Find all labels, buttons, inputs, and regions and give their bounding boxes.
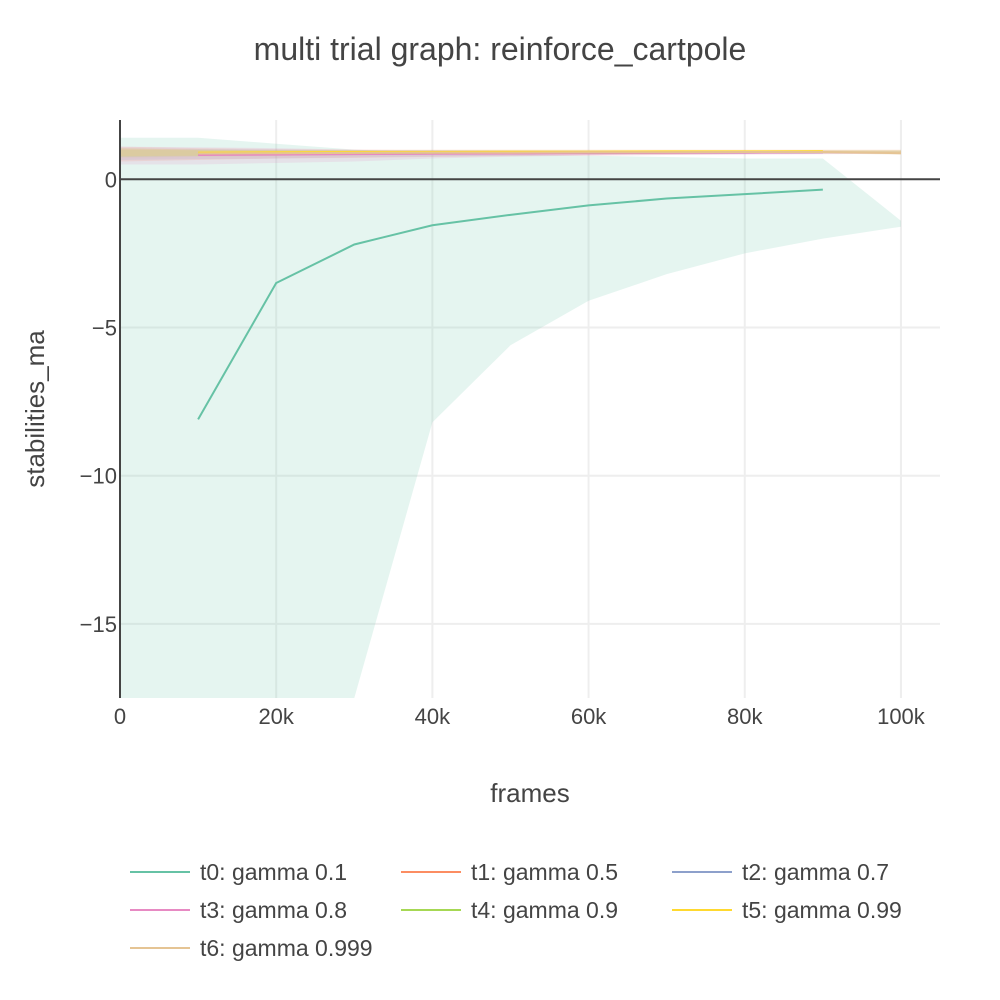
legend-item[interactable]: t1: gamma 0.5 (401, 859, 618, 885)
series-line (197, 188, 823, 420)
legend-label: t5: gamma 0.99 (742, 897, 902, 923)
tick-labels: 0 20k 40k 60k 80k 100k 0 −5 −10 −15 (80, 167, 926, 729)
series-band (120, 137, 901, 698)
legend-label: t6: gamma 0.999 (200, 935, 373, 961)
x-tick-label: 60k (571, 704, 607, 729)
y-tick-label: −5 (92, 315, 117, 340)
chart-title: multi trial graph: reinforce_cartpole (254, 31, 747, 67)
legend-item[interactable]: t0: gamma 0.1 (130, 859, 347, 885)
legend-label: t4: gamma 0.9 (471, 897, 618, 923)
legend-item[interactable]: t3: gamma 0.8 (130, 897, 347, 923)
grid (120, 120, 940, 698)
legend-label: t1: gamma 0.5 (471, 859, 618, 885)
legend-item[interactable]: t2: gamma 0.7 (672, 859, 889, 885)
series-lines (197, 150, 901, 420)
legend-item[interactable]: t6: gamma 0.999 (130, 935, 373, 961)
series-line (198, 151, 901, 155)
x-tick-label: 80k (727, 704, 763, 729)
x-tick-label: 40k (415, 704, 451, 729)
x-axis-title: frames (490, 778, 569, 808)
legend-label: t0: gamma 0.1 (200, 859, 347, 885)
axes (119, 120, 940, 698)
legend-label: t2: gamma 0.7 (742, 859, 889, 885)
y-tick-label: −15 (80, 612, 117, 637)
x-tick-label: 0 (114, 704, 126, 729)
y-axis-title: stabilities_ma (20, 330, 50, 488)
legend-item[interactable]: t5: gamma 0.99 (672, 897, 902, 923)
y-tick-label: −10 (80, 464, 117, 489)
legend-item[interactable]: t4: gamma 0.9 (401, 897, 618, 923)
legend-label: t3: gamma 0.8 (200, 897, 347, 923)
x-tick-label: 20k (258, 704, 294, 729)
x-tick-label: 100k (877, 704, 926, 729)
y-tick-label: 0 (105, 167, 117, 192)
legend: t0: gamma 0.1 t1: gamma 0.5 t2: gamma 0.7 t… (130, 859, 902, 961)
